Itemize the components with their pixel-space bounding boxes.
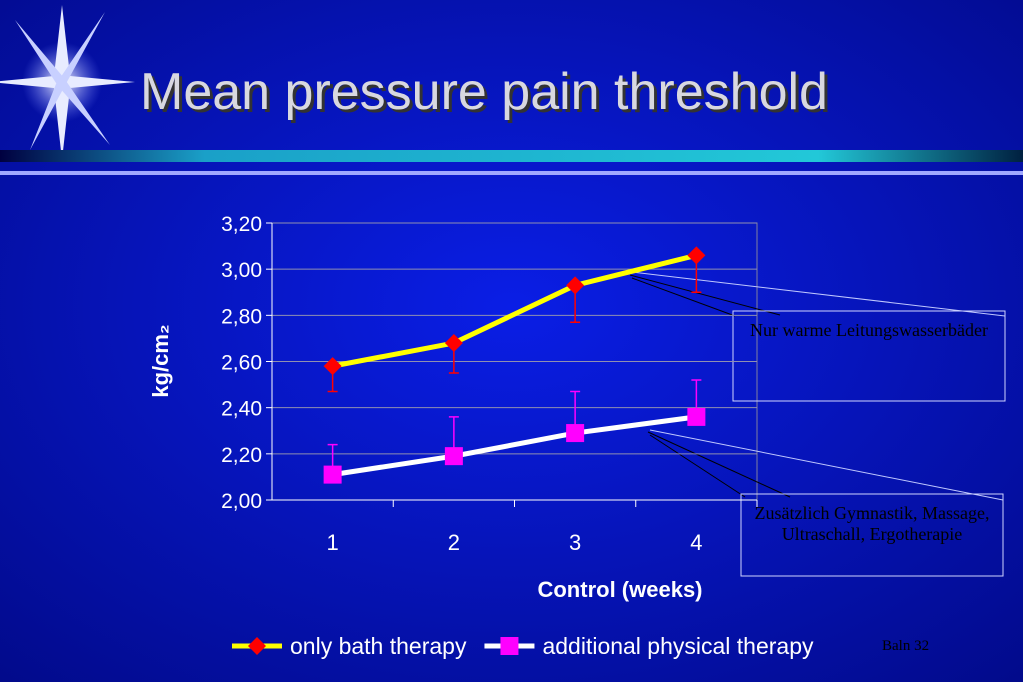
legend-label: only bath therapy bbox=[290, 633, 467, 659]
y-tick-label: 2,00 bbox=[221, 490, 262, 513]
callout-leaders-light bbox=[631, 271, 1006, 501]
title-shadow: Mean pressure pain threshold bbox=[143, 66, 831, 124]
y-tick-label: 3,20 bbox=[221, 213, 262, 236]
data-point bbox=[687, 407, 706, 426]
legend-marker bbox=[248, 637, 266, 655]
callout-box bbox=[740, 493, 1004, 577]
annotation: Nur warme Leitungswasserbäder bbox=[750, 320, 988, 340]
x-tick-label: 4 bbox=[690, 530, 702, 555]
y-tick-label: 2,20 bbox=[221, 444, 262, 467]
data-point bbox=[323, 465, 342, 484]
series-line bbox=[332, 252, 697, 369]
y-tick-label: 2,40 bbox=[221, 398, 262, 421]
legend-marker bbox=[500, 637, 519, 655]
x-tick-label: 3 bbox=[569, 530, 581, 555]
star-icon bbox=[0, 5, 135, 160]
title-bar bbox=[0, 150, 1023, 162]
data-point bbox=[566, 424, 585, 443]
x-tick-label: 2 bbox=[448, 530, 460, 555]
title: Mean pressure pain threshold bbox=[140, 63, 828, 121]
data-point bbox=[687, 246, 706, 265]
annotation: Zusätzlich Gymnastik, Massage, Ultrascha… bbox=[754, 503, 990, 544]
footer: Baln 32 bbox=[882, 638, 929, 654]
data-point bbox=[323, 357, 342, 376]
x-axis-label: Control (weeks) bbox=[537, 577, 702, 602]
y-tick-label: 2,60 bbox=[221, 352, 262, 375]
data-point bbox=[444, 334, 463, 353]
x-tick-label: 1 bbox=[327, 530, 339, 555]
data-point bbox=[566, 276, 585, 295]
y-axis-label: kg/cm₂ bbox=[148, 324, 173, 397]
callout-leaders bbox=[629, 274, 791, 498]
callout-box bbox=[732, 310, 1006, 402]
series-line bbox=[332, 414, 697, 478]
legend-label: additional physical therapy bbox=[542, 633, 814, 659]
y-tick-label: 3,00 bbox=[221, 259, 262, 282]
title-rule bbox=[0, 171, 1023, 175]
data-point bbox=[444, 447, 463, 466]
y-tick-label: 2,80 bbox=[221, 305, 262, 328]
